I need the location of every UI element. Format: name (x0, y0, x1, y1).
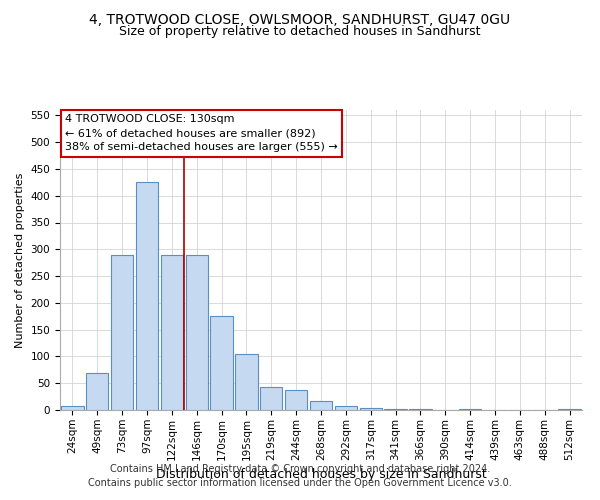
Text: Size of property relative to detached houses in Sandhurst: Size of property relative to detached ho… (119, 25, 481, 38)
Bar (211, 316, 233, 410)
Bar (235, 354, 257, 410)
Text: 4, TROTWOOD CLOSE, OWLSMOOR, SANDHURST, GU47 0GU: 4, TROTWOOD CLOSE, OWLSMOOR, SANDHURST, … (89, 12, 511, 26)
Bar (86, 372, 109, 410)
Bar (136, 182, 158, 410)
Bar (260, 387, 283, 410)
Bar (385, 409, 407, 410)
Y-axis label: Number of detached properties: Number of detached properties (15, 172, 25, 348)
Text: Contains HM Land Registry data © Crown copyright and database right 2024.
Contai: Contains HM Land Registry data © Crown c… (88, 464, 512, 487)
Bar (559, 409, 581, 410)
Bar (359, 408, 382, 410)
Text: 4 TROTWOOD CLOSE: 130sqm
← 61% of detached houses are smaller (892)
38% of semi-: 4 TROTWOOD CLOSE: 130sqm ← 61% of detach… (65, 114, 338, 152)
Bar (61, 406, 83, 410)
Bar (111, 254, 133, 410)
Bar (285, 390, 307, 410)
Bar (335, 406, 357, 410)
Bar (310, 402, 332, 410)
Bar (185, 254, 208, 410)
Bar (161, 254, 183, 410)
Bar (459, 409, 481, 410)
X-axis label: Distribution of detached houses by size in Sandhurst: Distribution of detached houses by size … (155, 468, 487, 481)
